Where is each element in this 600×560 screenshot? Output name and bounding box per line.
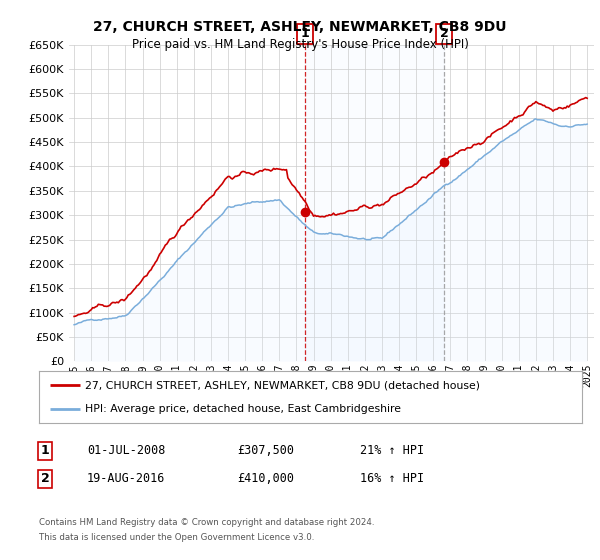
Text: This data is licensed under the Open Government Licence v3.0.: This data is licensed under the Open Gov… — [39, 533, 314, 542]
Text: 1: 1 — [301, 27, 310, 40]
Text: £410,000: £410,000 — [237, 472, 294, 486]
Text: 27, CHURCH STREET, ASHLEY, NEWMARKET, CB8 9DU (detached house): 27, CHURCH STREET, ASHLEY, NEWMARKET, CB… — [85, 380, 480, 390]
Text: £307,500: £307,500 — [237, 444, 294, 458]
Text: 27, CHURCH STREET, ASHLEY, NEWMARKET, CB8 9DU: 27, CHURCH STREET, ASHLEY, NEWMARKET, CB… — [93, 20, 507, 34]
Text: Contains HM Land Registry data © Crown copyright and database right 2024.: Contains HM Land Registry data © Crown c… — [39, 518, 374, 527]
Text: 1: 1 — [41, 444, 49, 458]
Text: Price paid vs. HM Land Registry's House Price Index (HPI): Price paid vs. HM Land Registry's House … — [131, 38, 469, 50]
Text: 2: 2 — [440, 27, 448, 40]
Text: 19-AUG-2016: 19-AUG-2016 — [87, 472, 166, 486]
Text: 16% ↑ HPI: 16% ↑ HPI — [360, 472, 424, 486]
Bar — [305, 45, 444, 361]
Text: 01-JUL-2008: 01-JUL-2008 — [87, 444, 166, 458]
Text: 21% ↑ HPI: 21% ↑ HPI — [360, 444, 424, 458]
Text: HPI: Average price, detached house, East Cambridgeshire: HPI: Average price, detached house, East… — [85, 404, 401, 414]
Text: 2: 2 — [41, 472, 49, 486]
